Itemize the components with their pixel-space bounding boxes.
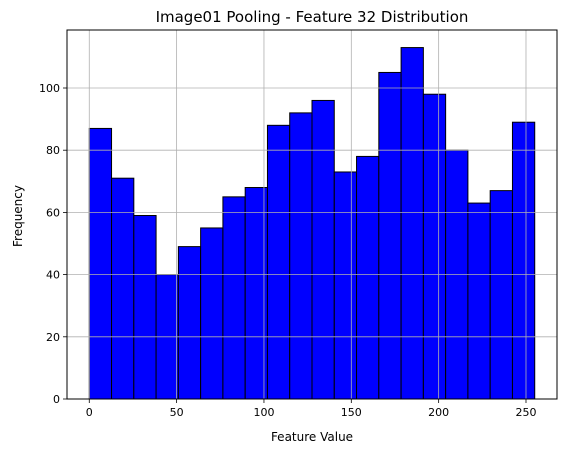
x-tick-label: 100 <box>253 406 274 419</box>
histogram-bar <box>177 246 202 400</box>
histogram-bar <box>266 124 291 400</box>
histogram-bar <box>88 127 113 400</box>
histogram-bar <box>489 190 513 400</box>
histogram-bar <box>133 215 157 400</box>
axes-frame <box>66 29 558 400</box>
histogram-bar <box>200 227 224 400</box>
y-tick-label: 20 <box>46 331 60 344</box>
y-axis-label: Frequency <box>11 185 25 247</box>
x-tick-label: 200 <box>428 406 449 419</box>
histogram-bar <box>333 171 358 400</box>
y-tick-label: 60 <box>46 206 60 219</box>
histogram-bar <box>378 71 402 400</box>
x-tick-label: 0 <box>86 406 93 419</box>
x-tick-label: 250 <box>515 406 536 419</box>
y-tick-label: 40 <box>46 269 60 282</box>
y-tick-label: 0 <box>53 393 60 406</box>
histogram-bar <box>356 155 380 400</box>
x-axis-label: Feature Value <box>271 430 353 444</box>
histogram-bar <box>311 99 335 400</box>
plot-area: 0 50 100 150 200 250 0 20 40 60 80 100 <box>39 29 558 419</box>
histogram-bar <box>511 121 536 400</box>
histogram-bar <box>467 202 491 400</box>
x-tick-label: 50 <box>170 406 184 419</box>
histogram-bar <box>222 196 246 400</box>
chart-title: Image01 Pooling - Feature 32 Distributio… <box>156 8 469 26</box>
y-tick-label: 80 <box>46 144 60 157</box>
y-tick-label: 100 <box>39 82 60 95</box>
histogram-bar <box>422 93 447 400</box>
histogram-bar <box>289 112 313 400</box>
histogram-bar <box>111 177 135 400</box>
histogram-bar <box>400 47 424 400</box>
x-tick-label: 150 <box>341 406 362 419</box>
